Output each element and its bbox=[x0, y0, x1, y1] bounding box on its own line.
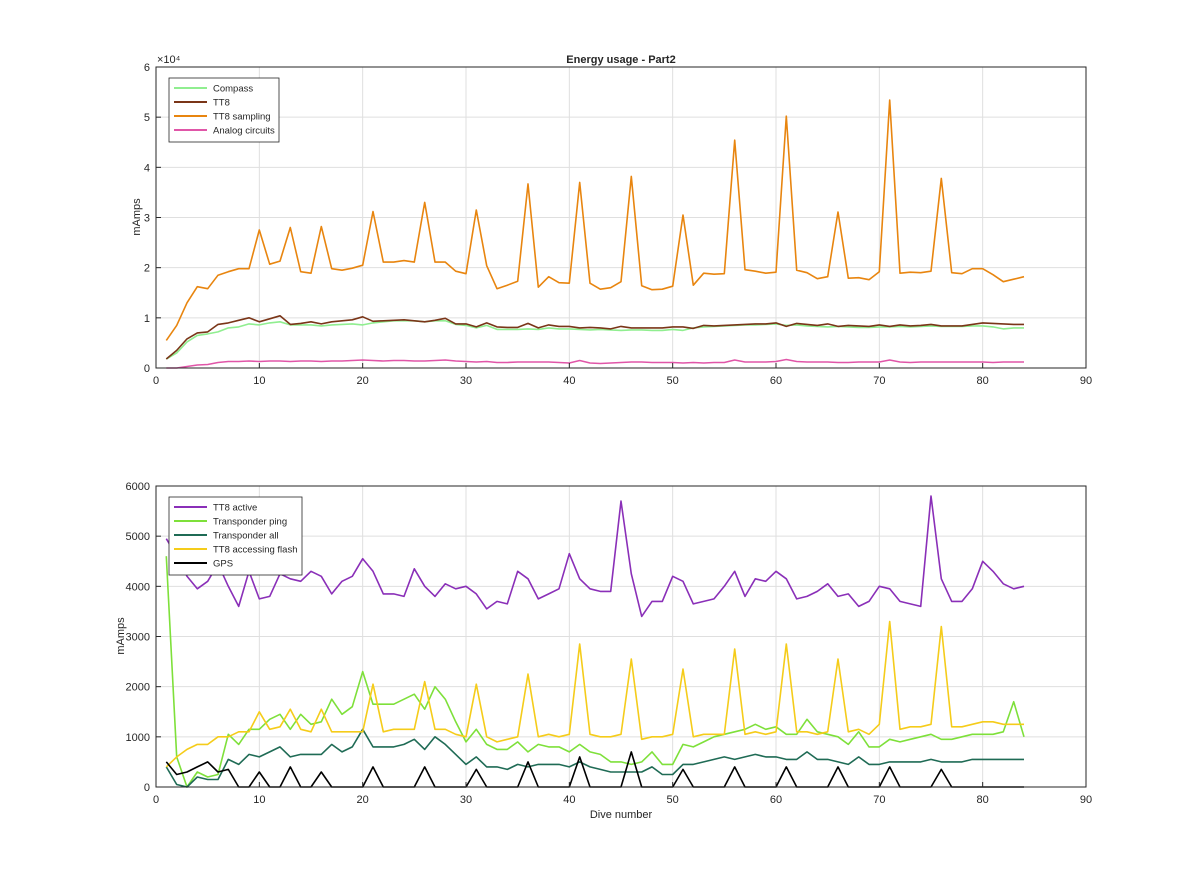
series-line-transponder-all bbox=[165, 728, 1024, 788]
legend-label-compass: Compass bbox=[213, 84, 253, 95]
legend-label-analog-circuits: Analog circuits bbox=[213, 126, 275, 137]
series-line-gps bbox=[165, 751, 1024, 788]
legend-label-transponder-all: Transponder all bbox=[213, 531, 279, 542]
top-x-tick-label: 20 bbox=[357, 375, 369, 387]
top-x-tick-label: 30 bbox=[460, 375, 472, 387]
bottom-y-tick-label: 5000 bbox=[126, 531, 150, 543]
bottom-gridlines bbox=[156, 486, 1086, 787]
top-tick-labels: 0 10 20 30 40 50 60 70 80 90 0 1 2 3 4 5 6 bbox=[144, 62, 1092, 387]
top-y-tick-label: 1 bbox=[144, 313, 150, 325]
top-y-axis-label: mAmps bbox=[131, 198, 143, 236]
top-y-tick-label: 3 bbox=[144, 213, 150, 225]
top-series-lines bbox=[165, 99, 1025, 369]
legend-label-tt8-sampling: TT8 sampling bbox=[213, 112, 271, 123]
bottom-x-tick-label: 10 bbox=[253, 794, 265, 806]
top-y-tick-label: 4 bbox=[144, 162, 150, 174]
bottom-y-tick-label: 6000 bbox=[126, 481, 150, 493]
bottom-x-tick-label: 40 bbox=[563, 794, 575, 806]
legend-label-tt8: TT8 bbox=[213, 98, 230, 109]
bottom-x-axis-label: Dive number bbox=[590, 809, 653, 821]
top-x-tick-label: 0 bbox=[153, 375, 159, 387]
series-line-tt8-sampling bbox=[165, 99, 1025, 341]
series-line-tt8-active bbox=[165, 495, 1025, 618]
bottom-series-lines bbox=[165, 495, 1025, 788]
bottom-x-tick-label: 90 bbox=[1080, 794, 1092, 806]
bottom-x-tick-label: 0 bbox=[153, 794, 159, 806]
series-line-analog-circuits bbox=[166, 358, 1024, 369]
bottom-y-axis-label: mAmps bbox=[115, 617, 127, 655]
bottom-y-tick-label: 1000 bbox=[126, 732, 150, 744]
top-x-tick-label: 70 bbox=[873, 375, 885, 387]
legend-label-tt8-active: TT8 active bbox=[213, 503, 257, 514]
bottom-y-tick-label: 4000 bbox=[126, 581, 150, 593]
bottom-x-tick-label: 20 bbox=[357, 794, 369, 806]
bottom-x-tick-label: 60 bbox=[770, 794, 782, 806]
bottom-tick-labels: 0 10 20 30 40 50 60 70 80 90 0 1000 2000 3000 4000 5000… bbox=[126, 481, 1093, 806]
top-x-tick-label: 80 bbox=[977, 375, 989, 387]
top-y-exponent-label: ×10⁴ bbox=[157, 54, 181, 66]
bottom-legend: TT8 active Transponder ping Transponder al… bbox=[168, 496, 303, 576]
legend-label-transponder-ping: Transponder ping bbox=[213, 517, 287, 528]
bottom-y-tick-label: 3000 bbox=[126, 632, 150, 644]
top-chart-title: Energy usage - Part2 bbox=[566, 54, 675, 66]
series-line-tt8-accessing-flash bbox=[165, 620, 1024, 768]
legend-label-tt8-accessing-flash: TT8 accessing flash bbox=[213, 545, 297, 556]
top-gridlines bbox=[156, 67, 1086, 368]
top-legend: Compass TT8 TT8 sampling Analog circuits bbox=[168, 77, 280, 143]
top-y-tick-label: 5 bbox=[144, 112, 150, 124]
bottom-y-tick-label: 2000 bbox=[126, 682, 150, 694]
legend-label-gps: GPS bbox=[213, 559, 233, 570]
series-line-compass bbox=[165, 319, 1024, 360]
top-x-tick-label: 40 bbox=[563, 375, 575, 387]
bottom-x-tick-label: 50 bbox=[667, 794, 679, 806]
bottom-x-tick-label: 30 bbox=[460, 794, 472, 806]
top-x-tick-label: 10 bbox=[253, 375, 265, 387]
top-x-tick-label: 60 bbox=[770, 375, 782, 387]
top-y-tick-label: 2 bbox=[144, 263, 150, 275]
bottom-x-tick-label: 70 bbox=[873, 794, 885, 806]
top-y-tick-label: 6 bbox=[144, 62, 150, 74]
series-line-transponder-ping bbox=[165, 556, 1025, 788]
top-subplot: Energy usage - Part2 ×10⁴ mAmps 0 10 20 30 4… bbox=[131, 54, 1092, 387]
top-y-tick-label: 0 bbox=[144, 363, 150, 375]
bottom-y-tick-label: 0 bbox=[144, 782, 150, 794]
top-x-tick-label: 90 bbox=[1080, 375, 1092, 387]
series-line-tt8 bbox=[165, 314, 1024, 360]
bottom-x-tick-label: 80 bbox=[977, 794, 989, 806]
bottom-subplot: mAmps Dive number 0 10 20 30 40 50 60 70 80 90 0 10… bbox=[115, 481, 1092, 821]
top-x-tick-label: 50 bbox=[667, 375, 679, 387]
